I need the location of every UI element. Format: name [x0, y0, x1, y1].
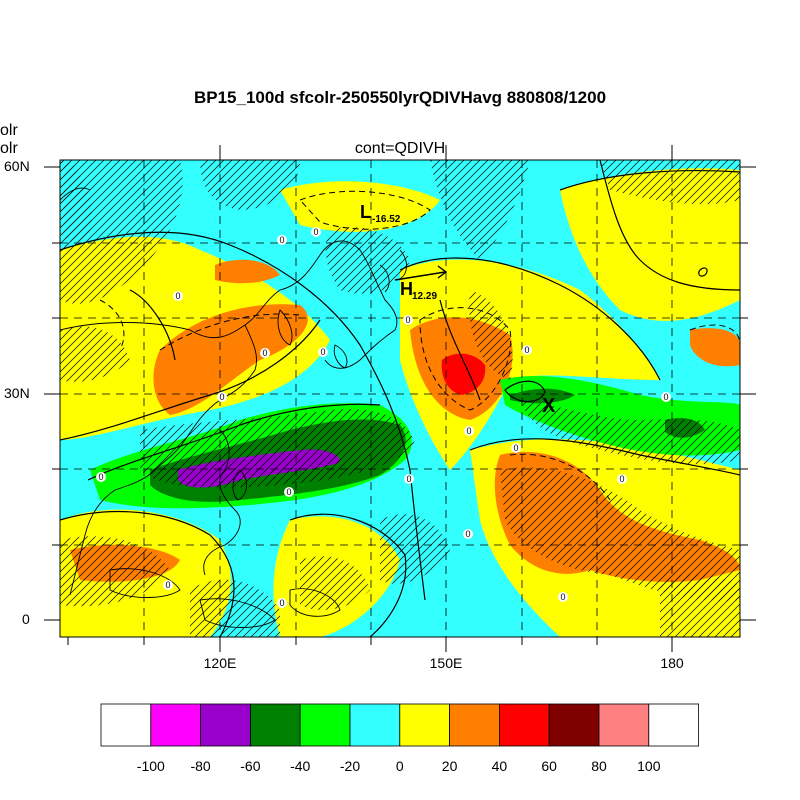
colorbar-swatch [200, 703, 251, 747]
colorbar [100, 703, 699, 747]
x-marker: X [542, 395, 556, 417]
contour-label: 0 [524, 345, 529, 355]
colorbar-swatch [399, 703, 450, 747]
contour-label: 0 [466, 426, 471, 436]
contour-label-bg [464, 426, 474, 436]
colorbar-label: -100 [136, 758, 165, 774]
contour-lines [60, 160, 740, 637]
contour-label-group: 0 0 0 0 0 0 0 0 0 0 0 0 0 0 0 0 0 0 0 [96, 227, 671, 608]
contour-label-bg [173, 291, 183, 301]
contour-label: 0 [279, 598, 284, 608]
colorbar-swatch [349, 703, 401, 747]
contour-label: 0 [165, 580, 170, 590]
high-pressure-value: 12.29 [412, 291, 438, 302]
lon-label-150e: 150E [429, 655, 463, 671]
contour-label: 0 [286, 487, 291, 497]
colorbar-label: 40 [491, 758, 508, 774]
low-pressure-value: -16.52 [372, 214, 401, 225]
contour-label-bg [661, 392, 671, 402]
contour-label: 0 [98, 472, 103, 482]
contour-label-bg [511, 443, 521, 453]
contour-label-bg [311, 227, 321, 237]
contour-label-bg [404, 474, 414, 484]
map-fields [60, 160, 740, 637]
left-label-2: olr [0, 140, 18, 157]
low-pressure-letter: L [360, 202, 371, 222]
contour-label: 0 [663, 392, 668, 402]
contour-label: 0 [175, 291, 180, 301]
contour-label-bg [284, 487, 294, 497]
colorbar-label: 0 [395, 758, 404, 774]
hatched-regions [60, 160, 740, 637]
colorbar-label: -60 [240, 758, 261, 774]
contour-label-bg [617, 474, 627, 484]
contour-label: 0 [313, 227, 318, 237]
colorbar-swatch [299, 703, 351, 747]
colorbar-label: -40 [290, 758, 311, 774]
colorbar-swatch [449, 703, 500, 747]
contour-label-bg [403, 315, 413, 325]
contour-label: 0 [279, 235, 284, 245]
contour-label-bg [522, 345, 532, 355]
contour-label-bg [260, 348, 270, 358]
chart-title: BP15_100d sfcolr-250550lyrQDIVHavg 88080… [193, 88, 607, 107]
lat-label-60n: 60N [4, 158, 30, 174]
contour-label: 0 [405, 315, 410, 325]
wind-arrow [394, 265, 448, 281]
coastlines [60, 187, 407, 628]
lon-label-180: 180 [660, 655, 684, 671]
high-pressure-letter: H [400, 279, 413, 299]
colorbar-label: 60 [541, 758, 557, 774]
colorbar-label: -80 [190, 758, 211, 774]
contour-label: 0 [219, 392, 224, 402]
contour-label: 0 [320, 347, 325, 357]
colorbar-swatch [648, 703, 699, 747]
contour-label: 0 [465, 529, 470, 539]
contour-label: 0 [406, 474, 411, 484]
contour-dashed [99, 190, 740, 501]
colorbar-swatch [598, 703, 650, 747]
contour-label-bg [558, 592, 568, 602]
contour-label-bg [318, 347, 328, 357]
colorbar-label: 20 [441, 758, 458, 774]
colorbar-swatch [548, 703, 600, 747]
graticule [60, 160, 740, 637]
colorbar-swatch [249, 703, 301, 747]
colorbar-swatch [498, 703, 550, 747]
contour-label: 0 [262, 348, 267, 358]
colorbar-label: 80 [591, 758, 607, 774]
colorbar-swatch [150, 703, 202, 747]
contour-label: 0 [513, 443, 518, 453]
contour-label-bg [96, 472, 106, 482]
colorbar-swatch [100, 703, 152, 747]
contour-label: 0 [619, 474, 624, 484]
colorbar-label: 100 [637, 758, 661, 774]
contour-label-bg [463, 529, 473, 539]
map-frame [59, 159, 741, 638]
contour-label-bg [217, 392, 227, 402]
lat-label-0: 0 [22, 611, 30, 627]
axis-ticks [44, 145, 756, 652]
contour-label-bg [277, 235, 287, 245]
lon-label-120e: 120E [203, 655, 237, 671]
contour-label-bg [163, 580, 173, 590]
colorbar-label: -20 [339, 758, 361, 774]
contour-label: 0 [560, 592, 565, 602]
chart-subtitle: cont=QDIVH [354, 140, 446, 157]
contour-label-bg [277, 598, 287, 608]
lat-label-30n: 30N [4, 385, 30, 401]
left-label-1: olr [0, 122, 18, 139]
